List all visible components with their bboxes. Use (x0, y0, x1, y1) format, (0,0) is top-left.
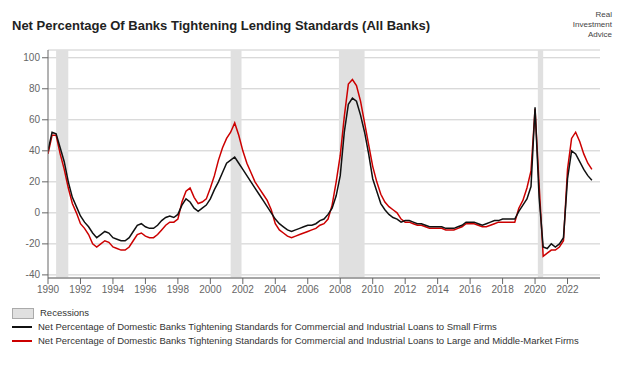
svg-text:2014: 2014 (427, 284, 450, 295)
svg-text:100: 100 (23, 52, 40, 63)
svg-text:1990: 1990 (37, 284, 60, 295)
svg-text:60: 60 (29, 114, 41, 125)
html-text:Real Investment Advice: Real Investment Advice (572, 10, 612, 39)
svg-text:2002: 2002 (232, 284, 255, 295)
svg-text:2018: 2018 (491, 284, 514, 295)
svg-text:2016: 2016 (459, 284, 482, 295)
html-text:Recessions: Recessions (40, 307, 90, 318)
svg-text:80: 80 (29, 83, 41, 94)
svg-text:1992: 1992 (69, 284, 92, 295)
html-text:Net Percentage of Domestic Ban: Net Percentage of Domestic Banks Tighten… (38, 335, 579, 346)
svg-text:2004: 2004 (264, 284, 287, 295)
svg-text:0: 0 (34, 207, 40, 218)
svg-text:40: 40 (29, 145, 41, 156)
svg-text:-40: -40 (26, 269, 41, 280)
html-text:Net Percentage Of Banks Tighte: Net Percentage Of Banks Tightening Lendi… (12, 18, 430, 33)
svg-text:2006: 2006 (297, 284, 320, 295)
svg-text:-20: -20 (26, 238, 41, 249)
svg-text:2012: 2012 (394, 284, 417, 295)
svg-text:2008: 2008 (329, 284, 352, 295)
svg-text:1998: 1998 (167, 284, 190, 295)
html-text:Net Percentage of Domestic Ban: Net Percentage of Domestic Banks Tighten… (38, 321, 497, 332)
svg-text:1996: 1996 (134, 284, 157, 295)
svg-text:2000: 2000 (199, 284, 222, 295)
svg-text:2020: 2020 (524, 284, 547, 295)
svg-text:1994: 1994 (102, 284, 125, 295)
svg-text:20: 20 (29, 176, 41, 187)
svg-text:2022: 2022 (556, 284, 579, 295)
svg-text:2010: 2010 (362, 284, 385, 295)
